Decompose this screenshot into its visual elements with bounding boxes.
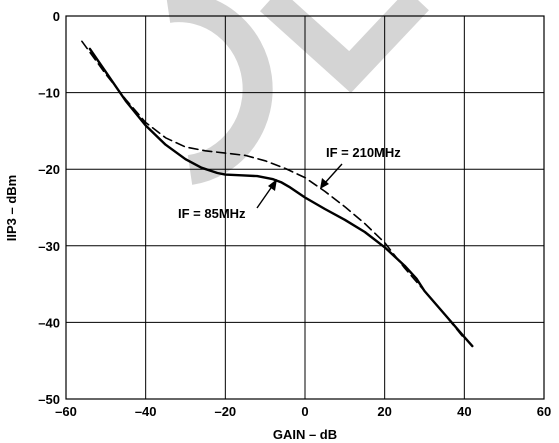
watermark-chevron xyxy=(259,0,429,93)
annotation-if-85-arrowhead xyxy=(268,179,277,191)
series-layer xyxy=(81,40,474,348)
x-tick-label: 60 xyxy=(537,404,551,419)
y-tick-labels: 0 –10 –20 –30 –40 –50 xyxy=(38,9,60,407)
y-tick-label: –30 xyxy=(38,239,60,254)
annotation-if-210-arrowhead xyxy=(320,178,329,189)
x-tick-labels: –60 –40 –20 0 20 40 60 xyxy=(55,404,551,419)
series-line-if-210mhz xyxy=(81,40,466,340)
y-tick-label: 0 xyxy=(53,9,60,24)
watermark-ring xyxy=(166,0,273,185)
y-axis-title: IIP3 – dBm xyxy=(4,175,19,241)
x-tick-label: –40 xyxy=(135,404,157,419)
x-tick-label: 40 xyxy=(457,404,471,419)
x-tick-label: 20 xyxy=(377,404,391,419)
y-tick-label: –40 xyxy=(38,315,60,330)
x-tick-label: –20 xyxy=(214,404,236,419)
series-line-if-85mhz xyxy=(88,47,474,348)
y-tick-label: –50 xyxy=(38,392,60,407)
annotation-if-85: IF = 85MHz xyxy=(178,179,277,221)
plot-frame xyxy=(65,15,545,400)
y-tick-label: –20 xyxy=(38,162,60,177)
y-tick-label: –10 xyxy=(38,86,60,101)
x-tick-label: –60 xyxy=(55,404,77,419)
annotation-if-210-label: IF = 210MHz xyxy=(326,145,401,160)
annotation-if-85-arrow xyxy=(256,184,274,209)
watermark xyxy=(166,0,429,185)
x-axis-title: GAIN – dB xyxy=(273,427,337,442)
annotation-if-85-label: IF = 85MHz xyxy=(178,206,246,221)
x-tick-label: 0 xyxy=(301,404,308,419)
annotation-if-210: IF = 210MHz xyxy=(320,145,401,189)
annotation-if-210-arrow xyxy=(323,163,343,185)
grid-lines xyxy=(65,15,545,400)
